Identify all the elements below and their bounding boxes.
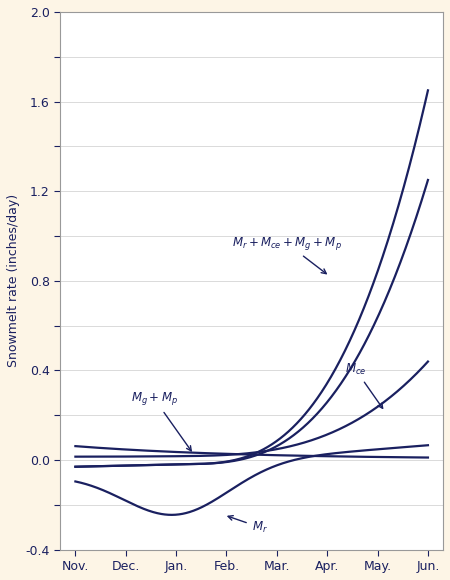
Text: $M_g + M_p$: $M_g + M_p$ — [131, 390, 191, 451]
Y-axis label: Snowmelt rate (inches/day): Snowmelt rate (inches/day) — [7, 194, 20, 367]
Text: $M_r$: $M_r$ — [228, 516, 268, 535]
Text: $M_r + M_{ce} + M_g + M_p$: $M_r + M_{ce} + M_g + M_p$ — [232, 235, 342, 274]
Text: $M_{ce}$: $M_{ce}$ — [345, 362, 382, 408]
